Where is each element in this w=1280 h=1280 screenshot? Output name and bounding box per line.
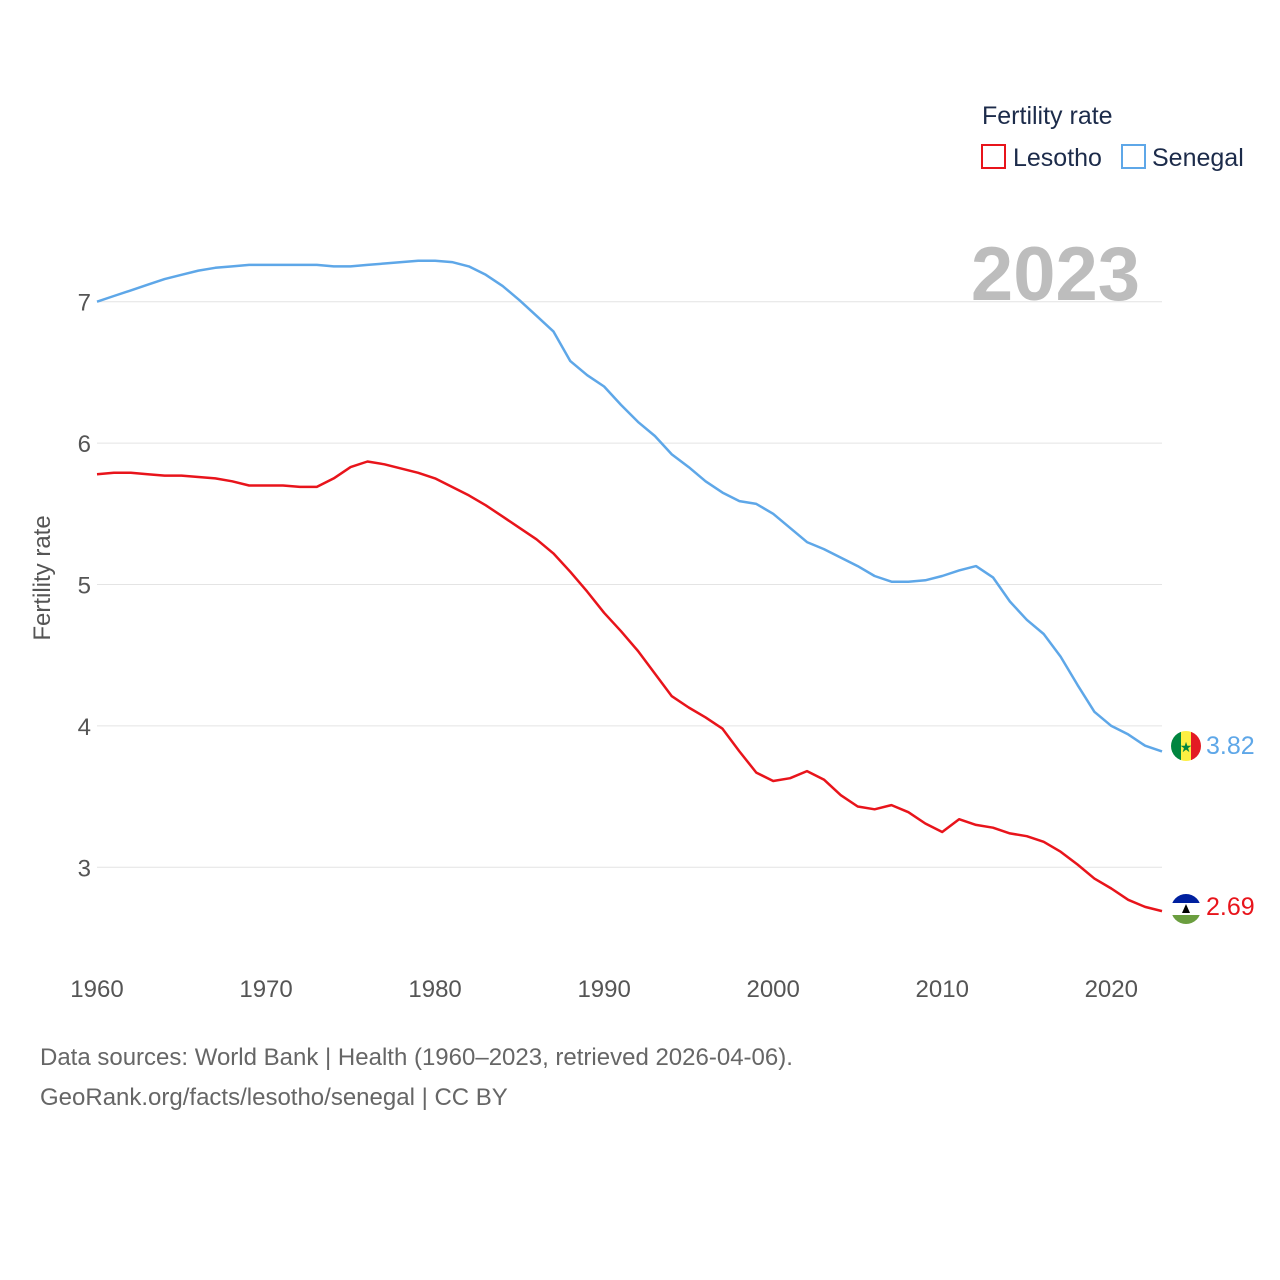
x-tick-label: 1990	[577, 976, 630, 1003]
x-tick-label: 1980	[408, 976, 461, 1003]
legend-label-senegal[interactable]: Senegal	[1152, 144, 1244, 172]
legend-swatch-lesotho[interactable]	[981, 144, 1006, 169]
lesotho-flag-icon	[1171, 894, 1201, 924]
end-value-lesotho: 2.69	[1206, 893, 1255, 921]
x-tick-label: 2010	[916, 976, 969, 1003]
series-lines	[96, 259, 1163, 913]
x-tick-label: 2000	[746, 976, 799, 1003]
series-line-lesotho[interactable]	[96, 460, 1163, 913]
end-value-senegal: 3.82	[1206, 732, 1255, 760]
footer-attribution[interactable]: GeoRank.org/facts/lesotho/senegal | CC B…	[40, 1084, 508, 1111]
svg-text:★: ★	[1180, 740, 1193, 756]
x-tick-label: 1960	[70, 976, 123, 1003]
y-tick-label: 4	[78, 714, 91, 741]
series-line-senegal[interactable]	[96, 259, 1163, 753]
y-tick-label: 6	[78, 431, 91, 458]
year-label: 2023	[971, 232, 1140, 317]
grid-lines	[97, 301, 1162, 868]
footer-sources: Data sources: World Bank | Health (1960–…	[40, 1044, 793, 1071]
legend[interactable]: Fertility rate Lesotho Senegal	[981, 102, 1244, 172]
senegal-flag-icon: ★	[1171, 731, 1201, 761]
x-axis-ticks: 1960 1970 1980 1990 2000 2010 2020	[70, 976, 1138, 1003]
x-tick-label: 2020	[1085, 976, 1138, 1003]
y-tick-label: 3	[78, 855, 91, 882]
legend-label-lesotho[interactable]: Lesotho	[1013, 144, 1102, 172]
y-tick-label: 5	[78, 573, 91, 600]
legend-swatch-senegal[interactable]	[1121, 144, 1146, 169]
y-axis-ticks: 3 4 5 6 7	[78, 290, 91, 883]
x-tick-label: 1970	[239, 976, 292, 1003]
legend-title: Fertility rate	[982, 102, 1113, 130]
y-axis-title: Fertility rate	[29, 515, 56, 640]
y-tick-label: 7	[78, 290, 91, 317]
